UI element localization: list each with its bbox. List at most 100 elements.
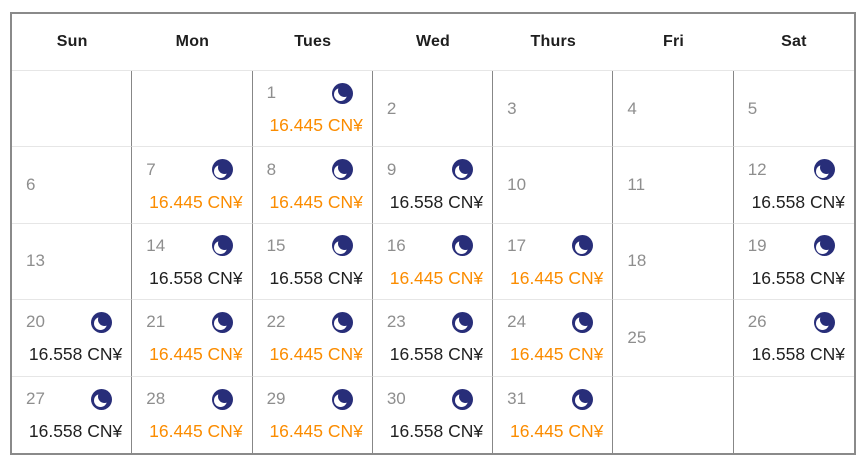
day-cell-11[interactable]: 11 (613, 147, 734, 224)
price-label: 16.558 CN¥ (149, 267, 243, 288)
day-cell-13[interactable]: 13 (12, 223, 133, 301)
day-cell-19[interactable]: 19 16.558 CN¥ (733, 223, 854, 301)
day-number: 4 (627, 98, 637, 118)
day-number: 25 (627, 327, 647, 347)
day-cell-14[interactable]: 14 16.558 CN¥ (132, 223, 253, 301)
day-cell-21[interactable]: 21 16.445 CN¥ (132, 300, 253, 377)
moon-phase-icon (572, 311, 594, 333)
day-cell-5[interactable]: 5 (733, 71, 854, 148)
day-cell-4[interactable]: 4 (613, 71, 734, 148)
day-cell-empty (733, 376, 854, 453)
moon-phase-icon (572, 388, 594, 410)
price-label: 16.558 CN¥ (389, 191, 484, 212)
day-number: 27 (26, 389, 45, 409)
day-number: 11 (627, 175, 646, 195)
price-label: 16.558 CN¥ (269, 267, 363, 288)
day-cell-30[interactable]: 30 16.558 CN¥ (372, 376, 494, 453)
price-label: 16.445 CN¥ (510, 344, 604, 365)
price-label: 16.558 CN¥ (751, 267, 845, 288)
day-number: 29 (266, 389, 286, 409)
price-label: 16.558 CN¥ (751, 191, 845, 212)
day-number: 9 (386, 159, 397, 179)
price-label: 16.445 CN¥ (510, 267, 604, 288)
day-cell-7[interactable]: 7 16.445 CN¥ (132, 147, 253, 224)
day-cell-8[interactable]: 8 16.445 CN¥ (252, 147, 373, 224)
day-number: 21 (146, 312, 166, 332)
moon-phase-icon (331, 311, 353, 333)
moon-phase-icon (452, 235, 474, 257)
moon-phase-icon (452, 388, 474, 410)
day-cell-18[interactable]: 18 (613, 223, 734, 301)
price-label: 16.445 CN¥ (149, 344, 243, 365)
day-cell-24[interactable]: 24 16.445 CN¥ (493, 300, 614, 377)
day-number: 15 (266, 235, 286, 255)
day-number: 28 (146, 389, 166, 409)
day-number: 14 (146, 235, 166, 255)
price-label: 16.558 CN¥ (751, 344, 845, 365)
price-label: 16.445 CN¥ (510, 421, 604, 442)
weekday-header-wed: Wed (415, 33, 451, 50)
moon-phase-icon (211, 388, 233, 410)
day-cell-20[interactable]: 20 16.558 CN¥ (12, 300, 133, 377)
day-cell-23[interactable]: 23 16.558 CN¥ (372, 300, 494, 377)
day-cell-1[interactable]: 1 16.445 CN¥ (252, 71, 373, 148)
day-number: 1 (266, 83, 277, 103)
moon-phase-icon (813, 159, 835, 181)
day-cell-empty (132, 71, 253, 148)
weekday-header-sat: Sat (781, 33, 807, 50)
weekday-header-sun: Sun (56, 33, 88, 50)
moon-phase-icon (452, 311, 474, 333)
day-cell-15[interactable]: 15 16.558 CN¥ (252, 223, 373, 301)
moon-phase-icon (331, 235, 353, 257)
moon-phase-icon (331, 82, 353, 104)
weekday-header-fri: Fri (663, 33, 685, 50)
day-cell-28[interactable]: 28 16.445 CN¥ (132, 376, 253, 453)
day-cell-22[interactable]: 22 16.445 CN¥ (252, 300, 373, 377)
day-cell-25[interactable]: 25 (613, 300, 734, 377)
day-number: 3 (507, 98, 517, 118)
moon-phase-icon (211, 311, 233, 333)
day-cell-16[interactable]: 16 16.445 CN¥ (372, 223, 494, 301)
day-number: 30 (386, 389, 406, 409)
day-number: 24 (507, 312, 527, 332)
moon-phase-icon (813, 235, 835, 257)
weekday-header-thurs: Thurs (530, 33, 576, 50)
day-cell-empty (12, 71, 133, 148)
moon-phase-icon (331, 388, 353, 410)
moon-phase-icon (452, 159, 474, 181)
day-cell-9[interactable]: 9 16.558 CN¥ (372, 147, 494, 224)
price-label: 16.445 CN¥ (269, 344, 363, 365)
day-number: 18 (627, 251, 647, 271)
day-cell-3[interactable]: 3 (493, 71, 614, 148)
day-number: 2 (386, 98, 397, 118)
moon-phase-icon (572, 235, 594, 257)
moon-phase-icon (91, 311, 113, 333)
price-label: 16.445 CN¥ (389, 267, 484, 288)
day-cell-12[interactable]: 12 16.558 CN¥ (733, 147, 854, 224)
day-number: 7 (146, 159, 156, 179)
day-number: 31 (507, 389, 527, 409)
day-cell-10[interactable]: 10 (493, 147, 614, 224)
weekday-header-row: Sun Mon Tues Wed Thurs Fri Sat (12, 14, 854, 71)
day-cell-27[interactable]: 27 16.558 CN¥ (12, 376, 133, 453)
day-number: 17 (507, 235, 527, 255)
day-cell-29[interactable]: 29 16.445 CN¥ (252, 376, 373, 453)
price-label: 16.558 CN¥ (389, 344, 484, 365)
day-number: 19 (747, 235, 767, 255)
day-cell-26[interactable]: 26 16.558 CN¥ (733, 300, 854, 377)
moon-phase-icon (813, 311, 835, 333)
fare-calendar: Sun Mon Tues Wed Thurs Fri Sat 1 16.445 … (10, 12, 856, 455)
weekday-header-mon: Mon (175, 33, 210, 50)
day-cell-31[interactable]: 31 16.445 CN¥ (493, 376, 614, 453)
day-number: 5 (747, 98, 758, 118)
price-label: 16.445 CN¥ (269, 421, 363, 442)
day-number: 10 (507, 175, 527, 195)
day-number: 6 (26, 175, 36, 195)
day-cell-6[interactable]: 6 (12, 147, 133, 224)
day-number: 22 (266, 312, 286, 332)
weekday-header-tues: Tues (294, 33, 332, 50)
price-label: 16.558 CN¥ (28, 344, 123, 365)
day-cell-2[interactable]: 2 (372, 71, 494, 148)
day-cell-17[interactable]: 17 16.445 CN¥ (493, 223, 614, 301)
